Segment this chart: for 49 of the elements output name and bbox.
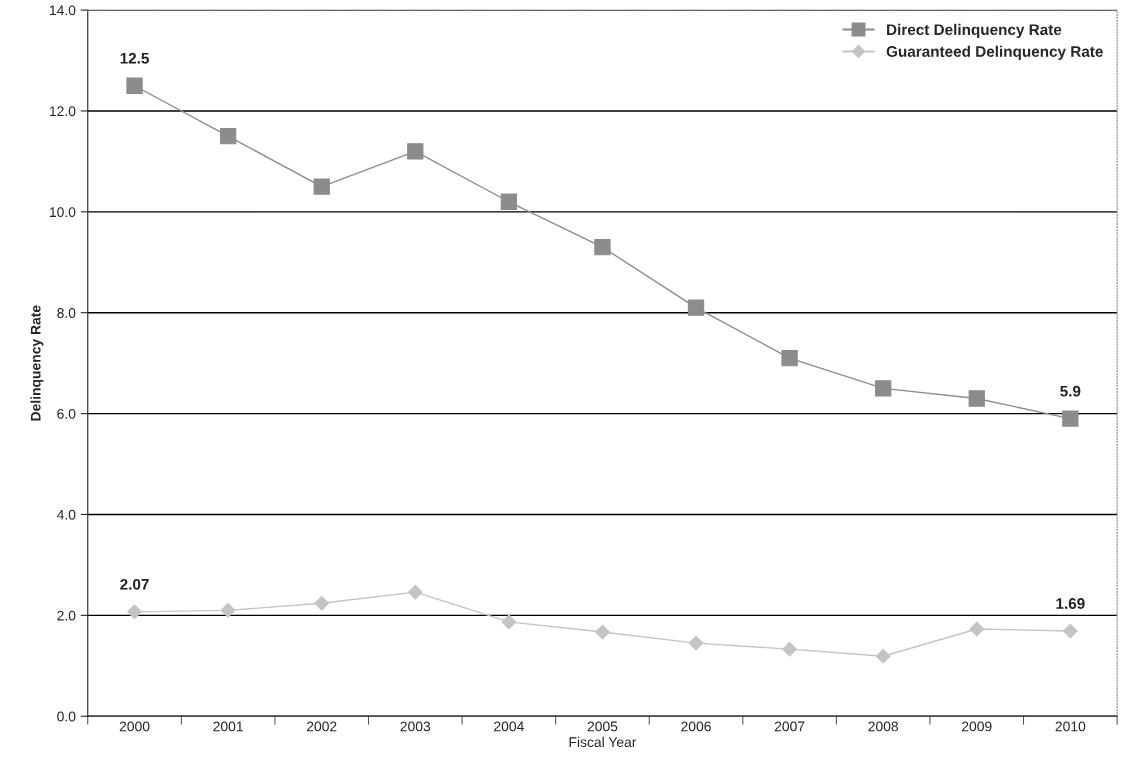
x-tick-label: 2002	[306, 721, 337, 732]
x-tick-label: 2000	[119, 721, 150, 732]
point	[687, 299, 705, 316]
point	[781, 349, 798, 367]
point	[313, 178, 330, 195]
legend-label: Direct Delinquency Rate	[887, 23, 1062, 39]
point	[126, 77, 143, 94]
x-tick-label: 2007	[774, 721, 805, 732]
point	[688, 635, 704, 651]
point	[127, 604, 142, 620]
point	[595, 624, 610, 640]
x-tick-label: 2008	[868, 721, 899, 732]
data-label: 2.07	[120, 578, 149, 590]
point	[969, 621, 985, 637]
y-tick-label: 14.0	[49, 5, 76, 16]
y-tick-label: 12.0	[49, 106, 76, 117]
point	[220, 602, 236, 618]
x-tick-label: 2001	[213, 721, 243, 732]
data-label: 5.9	[1060, 385, 1081, 397]
y-tick-label: 10.0	[49, 207, 76, 218]
x-tick-label: 2010	[1055, 721, 1086, 732]
point	[875, 648, 891, 664]
point	[407, 143, 424, 160]
x-axis-title: Fiscal Year	[569, 736, 637, 748]
point	[407, 584, 423, 600]
x-tick-label: 2009	[962, 721, 992, 732]
point	[594, 239, 611, 256]
point	[1062, 410, 1079, 427]
y-tick-label: 4.0	[56, 509, 76, 520]
point	[968, 390, 985, 407]
y-tick-label: 0.0	[57, 711, 76, 722]
legend-label: Guaranteed Delinquency Rate	[886, 45, 1103, 60]
x-tick-label: 2004	[494, 721, 524, 732]
point	[219, 128, 237, 145]
point	[500, 193, 518, 210]
data-label: 1.69	[1056, 598, 1085, 609]
point	[1062, 623, 1078, 639]
point	[875, 380, 892, 397]
x-tick-label: 2006	[681, 721, 711, 732]
point	[501, 614, 517, 630]
y-tick-label: 8.0	[57, 308, 76, 318]
y-tick-label: 6.0	[57, 408, 76, 419]
x-tick-label: 2005	[587, 721, 618, 732]
data-label: 12.5	[120, 52, 149, 64]
y-axis-title: Delinquency Rate	[30, 305, 44, 421]
y-tick-label: 2.0	[57, 610, 76, 621]
x-tick-label: 2003	[400, 721, 431, 732]
point	[782, 641, 797, 657]
point	[314, 595, 330, 611]
